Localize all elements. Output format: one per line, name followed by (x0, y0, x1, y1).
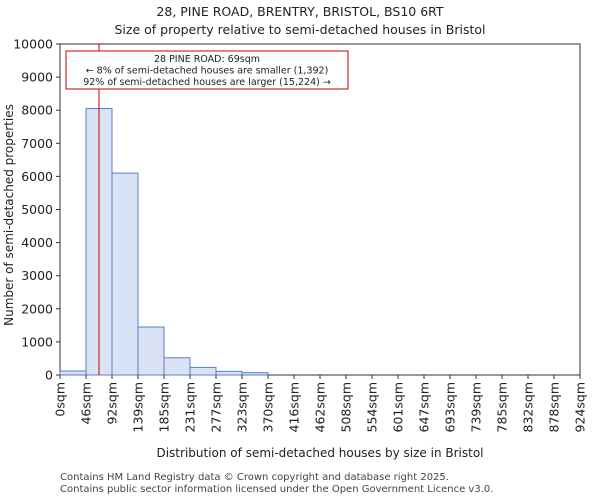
property-marker: 28 PINE ROAD: 69sqm← 8% of semi-detached… (65, 44, 349, 375)
y-tick-label: 2000 (21, 301, 53, 316)
footer-line-2: Contains public sector information licen… (60, 484, 494, 495)
x-tick-label: 924sqm (573, 382, 588, 432)
x-tick-label: 92sqm (105, 382, 120, 425)
chart-title: 28, PINE ROAD, BRENTRY, BRISTOL, BS10 6R… (156, 4, 444, 19)
x-tick-label: 739sqm (469, 382, 484, 432)
x-tick-label: 832sqm (521, 382, 536, 432)
x-axis-label: Distribution of semi-detached houses by … (156, 446, 483, 460)
marker-annotation-line: 92% of semi-detached houses are larger (… (83, 77, 331, 88)
bar (163, 357, 191, 376)
y-tick-label: 1000 (21, 334, 53, 349)
y-tick-label: 0 (45, 368, 53, 383)
x-tick-label: 508sqm (339, 382, 354, 432)
y-tick-label: 6000 (21, 169, 53, 184)
bar (215, 370, 243, 376)
x-tick-label: 323sqm (235, 382, 250, 432)
x-tick-label: 647sqm (417, 382, 432, 432)
bar (241, 372, 269, 376)
histogram-chart: 0 1000 2000 3000 4000 5000 6000 7000 8000 9000 100… (2, 37, 588, 461)
bar (59, 370, 87, 376)
y-tick-label: 4000 (21, 235, 53, 250)
x-tick-label: 185sqm (157, 382, 172, 432)
y-tick-label: 3000 (21, 268, 53, 283)
x-tick-label: 139sqm (131, 382, 146, 432)
x-tick-label: 46sqm (79, 382, 94, 425)
marker-annotation-box (65, 50, 349, 90)
x-tick-label: 554sqm (365, 382, 380, 432)
y-axis-label: Number of semi-detached properties (2, 104, 16, 326)
x-ticks: 0sqm 46sqm 92sqm 139sqm 185sqm 231sqm 277sqm 32… (53, 375, 588, 432)
chart-subtitle: Size of property relative to semi-detach… (114, 22, 486, 37)
footer-line-1: Contains HM Land Registry data © Crown c… (60, 472, 449, 483)
x-tick-label: 231sqm (183, 382, 198, 432)
x-tick-label: 601sqm (391, 382, 406, 432)
x-tick-label: 693sqm (443, 382, 458, 432)
x-tick-label: 0sqm (53, 382, 68, 417)
x-tick-label: 370sqm (261, 382, 276, 432)
x-tick-label: 462sqm (313, 382, 328, 432)
bars (59, 108, 269, 376)
bar (189, 366, 217, 376)
y-tick-label: 8000 (21, 103, 53, 118)
x-tick-label: 416sqm (287, 382, 302, 432)
marker-annotation-line: 28 PINE ROAD: 69sqm (154, 54, 260, 65)
y-ticks: 0 1000 2000 3000 4000 5000 6000 7000 8000 9000 100… (13, 37, 60, 383)
bar (111, 172, 139, 376)
x-tick-label: 878sqm (547, 382, 562, 432)
y-tick-label: 5000 (21, 202, 53, 217)
y-tick-label: 9000 (21, 70, 53, 85)
x-tick-label: 785sqm (495, 382, 510, 432)
y-tick-label: 10000 (13, 37, 53, 52)
bar (137, 326, 165, 376)
y-tick-label: 7000 (21, 136, 53, 151)
x-tick-label: 277sqm (209, 382, 224, 432)
marker-annotation-line: ← 8% of semi-detached houses are smaller… (86, 66, 329, 77)
